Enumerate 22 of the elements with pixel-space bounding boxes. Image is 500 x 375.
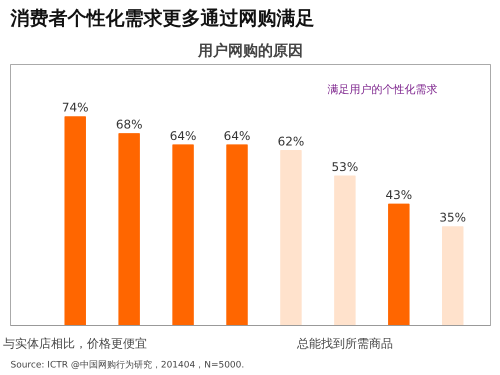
data-label: 62% [278,134,304,149]
bar [118,133,140,326]
bar [280,150,302,326]
bar [442,226,464,326]
data-label: 43% [385,188,412,202]
data-label: 64% [224,128,250,143]
x-tick-label: 总能找到所需商品 [296,336,393,350]
chart-subtitle: 用户网购的原因 [197,42,303,60]
bar [334,175,356,326]
bar [388,204,410,326]
bar [172,144,194,326]
data-label: 64% [170,128,196,143]
data-label: 68% [116,118,142,132]
chart-title: 消费者个性化需求更多通过网购满足 [10,8,314,30]
x-tick-label: 与实体店相比，价格更便宜 [3,336,148,350]
bar [226,144,248,326]
data-label: 74% [62,100,89,115]
text: 满足用户的个性化需求 [328,82,438,96]
source-note: Source: ICTR @中国网购行为研究，201404，N=5000. [10,360,244,370]
data-label: 35% [439,210,466,225]
bar [64,116,86,326]
data-label: 53% [332,160,358,174]
